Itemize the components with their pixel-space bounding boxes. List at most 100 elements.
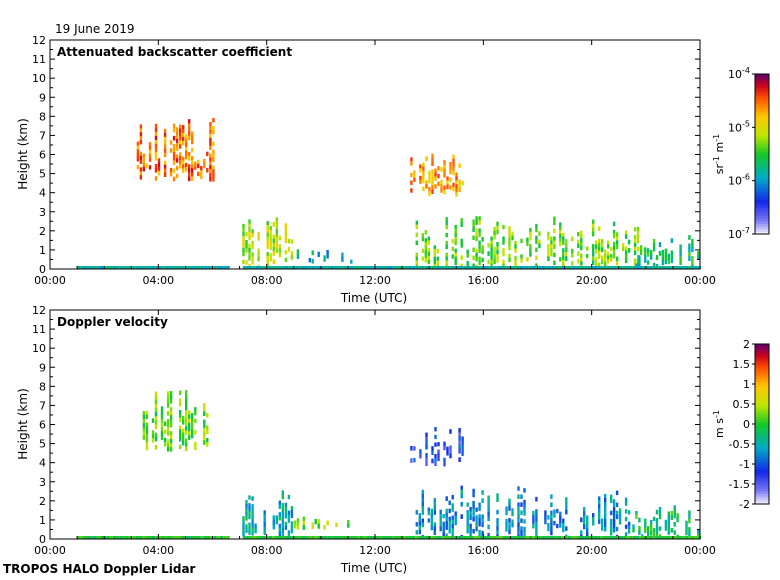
echo-cell [448, 516, 451, 522]
echo-cell [487, 508, 490, 513]
echo-cell [154, 412, 158, 417]
echo-cell [179, 144, 182, 149]
echo-cell [266, 259, 269, 265]
echo-cell [410, 188, 413, 193]
echo-cell [142, 162, 146, 168]
echo-cell [269, 229, 272, 235]
echo-cell [592, 256, 595, 261]
echo-cell [472, 529, 475, 534]
echo-cell [203, 403, 206, 408]
echo-cell [269, 253, 272, 258]
colorbar-cell [755, 472, 769, 476]
echo-cell [661, 261, 665, 266]
surface-echo [561, 266, 565, 269]
echo-cell [175, 165, 179, 171]
surface-echo [444, 536, 448, 539]
echo-cell [443, 445, 446, 451]
echo-cell [523, 511, 526, 516]
surface-echo [294, 266, 298, 269]
echo-cell [163, 132, 167, 138]
echo-cell [182, 140, 185, 146]
echo-cell [257, 232, 260, 237]
echo-cell [245, 528, 248, 533]
surface-echo [223, 536, 227, 539]
echo-cell [163, 128, 167, 134]
surface-echo [138, 536, 142, 539]
echo-cell [586, 246, 589, 251]
surface-echo [480, 266, 484, 269]
echo-cell [203, 163, 206, 169]
echo-cell [413, 170, 416, 175]
echo-cell [154, 403, 158, 409]
surface-echo [668, 266, 672, 269]
echo-cell [580, 246, 583, 251]
echo-cell [639, 249, 643, 255]
echo-cell [452, 162, 455, 168]
surface-echo [496, 266, 500, 269]
echo-cell [577, 239, 580, 245]
echo-cell [166, 427, 170, 432]
echo-cell [290, 521, 294, 526]
echo-cell [266, 256, 269, 261]
echo-cell [185, 146, 188, 152]
echo-cell [670, 254, 673, 260]
echo-cell [287, 530, 291, 535]
surface-echo [447, 266, 451, 269]
echo-cell [508, 529, 511, 535]
echo-cell [586, 524, 589, 529]
colorbar-cell [755, 146, 769, 150]
echo-cell [434, 184, 437, 189]
echo-cell [185, 442, 188, 447]
surface-echo [90, 266, 94, 269]
echo-cell [604, 249, 607, 255]
surface-echo [405, 536, 409, 539]
echo-cell [157, 158, 161, 163]
echo-cell [185, 138, 188, 144]
surface-echo [226, 536, 230, 539]
echo-cell [449, 185, 452, 190]
surface-echo [213, 266, 217, 269]
surface-echo [688, 266, 692, 269]
echo-cell [565, 256, 568, 261]
echo-cell [520, 258, 523, 263]
echo-cell [475, 526, 478, 532]
colorbar-tick-label: -2 [739, 498, 750, 511]
echo-cell [185, 426, 188, 431]
echo-cell [275, 236, 278, 242]
velocity-data-layer [77, 390, 701, 540]
echo-cell [455, 188, 458, 193]
echo-cell [169, 415, 173, 420]
colorbar-cell [755, 186, 769, 190]
colorbar-cell [755, 458, 769, 462]
echo-cell [284, 227, 288, 232]
echo-cell [460, 493, 463, 499]
echo-cell [559, 523, 562, 528]
colorbar-cell [755, 223, 769, 227]
surface-echo [327, 536, 331, 539]
echo-cell [454, 224, 457, 230]
echo-cell [452, 166, 455, 172]
echo-cell [502, 240, 505, 245]
echo-cell [278, 523, 281, 529]
echo-cell [559, 230, 562, 235]
echo-cell [278, 527, 281, 533]
echo-cell [160, 418, 164, 424]
echo-cell [517, 522, 520, 527]
surface-echo [356, 536, 360, 539]
echo-cell [598, 504, 601, 509]
surface-echo [408, 536, 412, 539]
echo-cell [517, 518, 520, 523]
echo-cell [460, 222, 463, 227]
echo-cell [212, 157, 215, 162]
echo-cell [163, 144, 167, 150]
echo-cell [428, 170, 431, 176]
surface-echo [522, 266, 526, 269]
echo-cell [598, 246, 601, 252]
surface-echo [512, 266, 516, 269]
echo-cell [664, 252, 668, 257]
surface-echo [593, 266, 597, 269]
echo-cell [514, 244, 517, 249]
surface-echo [623, 266, 627, 269]
echo-cell [179, 398, 182, 403]
colorbar-cell [755, 191, 769, 195]
